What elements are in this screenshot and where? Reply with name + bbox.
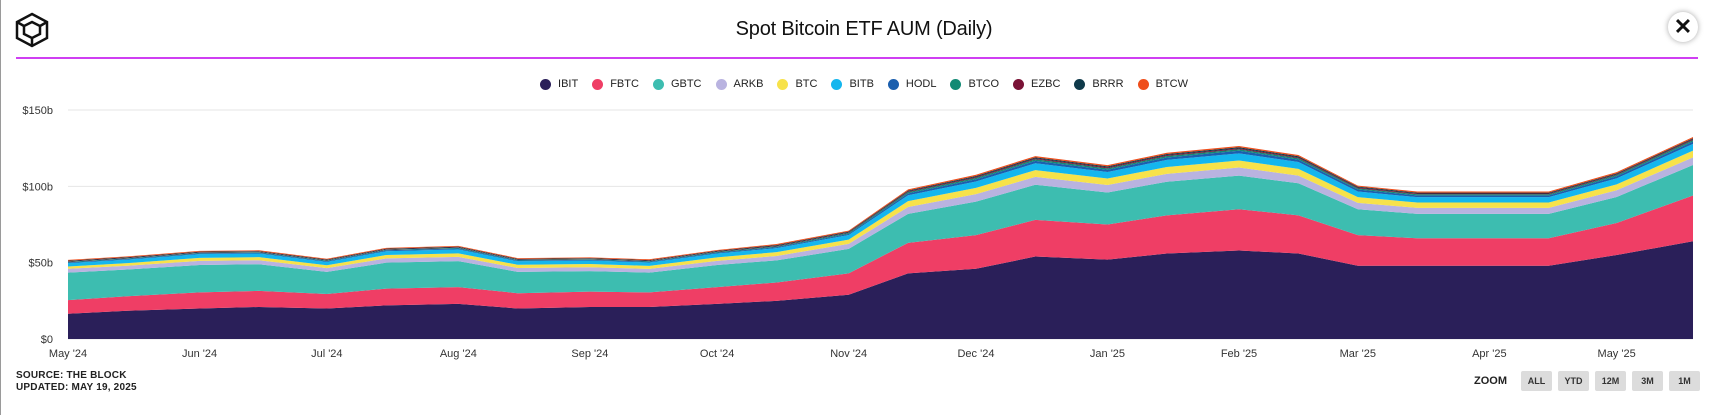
- zoom-1m-button[interactable]: 1M: [1669, 371, 1700, 391]
- x-tick-label: Feb '25: [1221, 348, 1257, 360]
- close-button[interactable]: ✕: [1668, 12, 1698, 42]
- legend-label: FBTC: [610, 78, 639, 90]
- area-series-arkb: [68, 157, 1693, 273]
- area-series-fbtc: [68, 195, 1693, 314]
- chart-legend: IBIT FBTC GBTC ARKB BTC BITB HODL BTCO EZBC BRRR B…: [0, 78, 1728, 90]
- y-tick-label: $150b: [22, 105, 53, 117]
- zoom-3m-button[interactable]: 3M: [1632, 371, 1663, 391]
- legend-item-ezbc[interactable]: EZBC: [1013, 78, 1060, 90]
- legend-item-btco[interactable]: BTCO: [950, 78, 999, 90]
- x-tick-label: Dec '24: [957, 348, 994, 360]
- zoom-all-button[interactable]: ALL: [1521, 371, 1552, 391]
- x-tick-label: Aug '24: [440, 348, 477, 360]
- legend-label: BTCW: [1155, 78, 1188, 90]
- legend-item-bitb[interactable]: BITB: [831, 78, 874, 90]
- legend-label: IBIT: [558, 78, 579, 90]
- header-divider: [16, 57, 1698, 59]
- legend-label: GBTC: [670, 78, 702, 90]
- x-tick-label: May '25: [1598, 348, 1636, 360]
- y-tick-label: $0: [41, 334, 53, 346]
- legend-swatch: [831, 78, 843, 90]
- legend-item-btcw[interactable]: BTCW: [1137, 78, 1188, 90]
- legend-swatch: [1013, 78, 1025, 90]
- y-tick-label: $50b: [29, 258, 53, 270]
- area-series-bitb: [68, 143, 1693, 267]
- updated-text: UPDATED: MAY 19, 2025: [16, 382, 137, 393]
- legend-item-fbtc[interactable]: FBTC: [592, 78, 639, 90]
- legend-swatch: [540, 78, 552, 90]
- legend-item-gbtc[interactable]: GBTC: [652, 78, 702, 90]
- zoom-ytd-button[interactable]: YTD: [1558, 371, 1589, 391]
- legend-item-ibit[interactable]: IBIT: [540, 78, 578, 90]
- legend-swatch: [715, 78, 727, 90]
- legend-label: HODL: [905, 78, 937, 90]
- legend-swatch: [1137, 78, 1149, 90]
- zoom-label: ZOOM: [1474, 375, 1507, 387]
- x-tick-label: Jun '24: [182, 348, 217, 360]
- legend-swatch: [1074, 78, 1086, 90]
- x-tick-label: May '24: [49, 348, 87, 360]
- legend-label: BTCO: [968, 78, 1000, 90]
- legend-item-arkb[interactable]: ARKB: [715, 78, 764, 90]
- x-tick-label: Mar '25: [1340, 348, 1376, 360]
- chart-title: Spot Bitcoin ETF AUM (Daily): [735, 18, 993, 40]
- the-block-logo-icon: [14, 12, 50, 48]
- legend-swatch: [652, 78, 664, 90]
- x-tick-label: Jan '25: [1090, 348, 1125, 360]
- area-series-gbtc: [68, 164, 1693, 301]
- source-text: SOURCE: THE BLOCK: [16, 370, 127, 381]
- legend-swatch: [887, 78, 899, 90]
- legend-label: ARKB: [733, 78, 764, 90]
- x-tick-label: Apr '25: [1472, 348, 1507, 360]
- zoom-controls: ZOOM ALL YTD 12M 3M 1M: [1474, 371, 1700, 391]
- legend-label: BRRR: [1092, 78, 1124, 90]
- legend-label: EZBC: [1031, 78, 1061, 90]
- x-tick-label: Jul '24: [311, 348, 342, 360]
- x-tick-label: Nov '24: [830, 348, 867, 360]
- legend-item-hodl[interactable]: HODL: [887, 78, 937, 90]
- legend-swatch: [592, 78, 604, 90]
- x-tick-label: Sep '24: [571, 348, 608, 360]
- legend-item-brrr[interactable]: BRRR: [1074, 78, 1124, 90]
- area-series-ibit: [68, 241, 1693, 339]
- x-tick-label: Oct '24: [700, 348, 735, 360]
- legend-item-btc[interactable]: BTC: [777, 78, 817, 90]
- left-frame-line: [0, 0, 1, 415]
- legend-label: BTC: [795, 78, 818, 90]
- y-tick-label: $100b: [22, 181, 53, 193]
- legend-label: BITB: [849, 78, 874, 90]
- legend-swatch: [950, 78, 962, 90]
- legend-swatch: [777, 78, 789, 90]
- zoom-12m-button[interactable]: 12M: [1595, 371, 1626, 391]
- chart-source: SOURCE: THE BLOCK UPDATED: MAY 19, 2025: [16, 370, 137, 394]
